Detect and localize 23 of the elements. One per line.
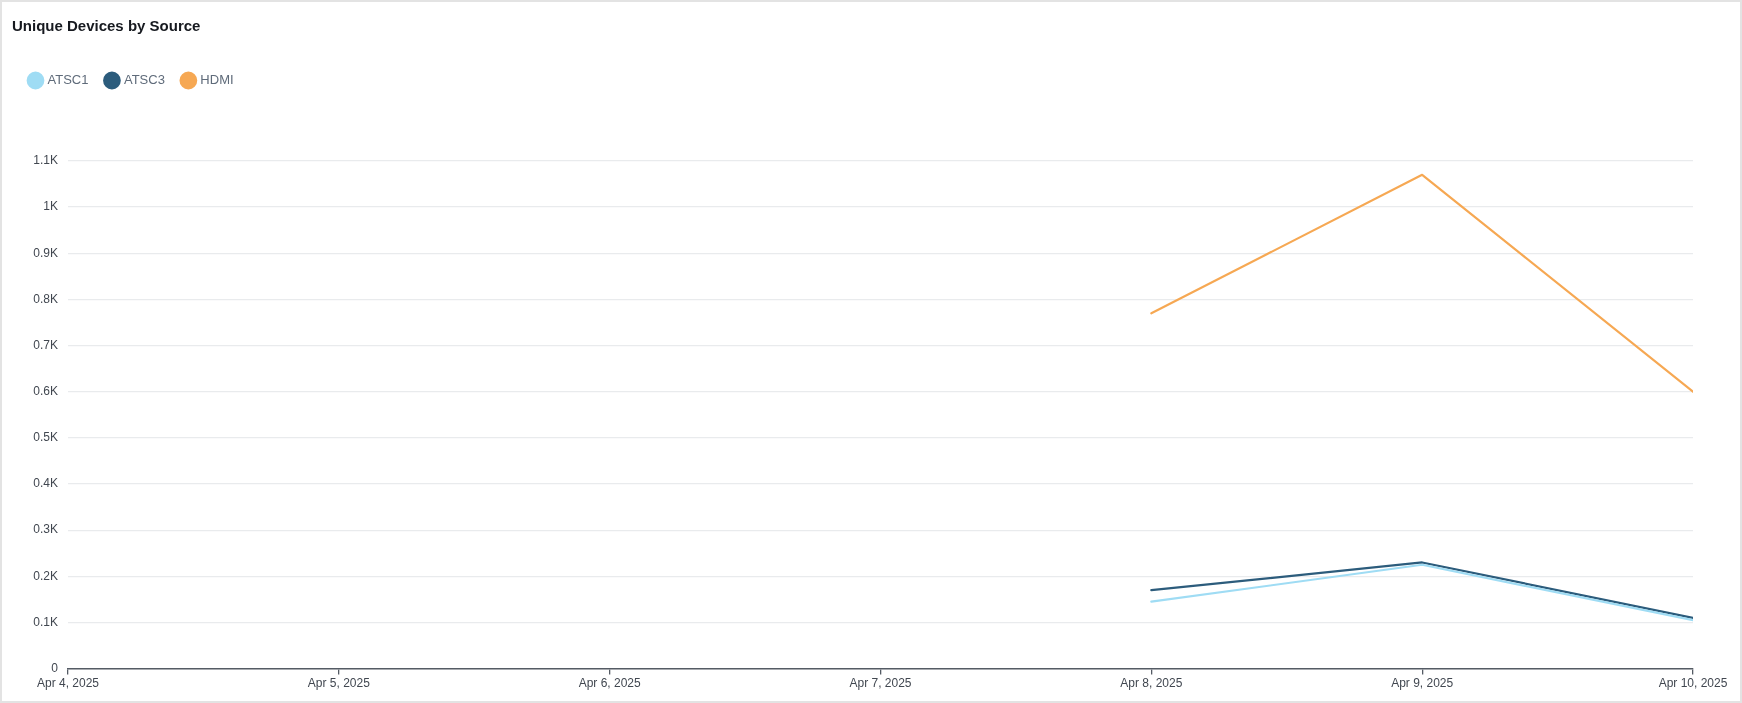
y-tick-label: 0.5K <box>33 430 58 445</box>
legend-label: ATSC1 <box>47 72 89 88</box>
y-tick-label: 0.2K <box>33 568 58 583</box>
y-tick-label: 0.3K <box>33 522 58 537</box>
y-tick-label: 0.8K <box>33 291 58 306</box>
y-tick-label: 0.4K <box>33 476 58 491</box>
x-tick-label: Apr 7, 2025 <box>849 676 912 691</box>
chart-title: Unique Devices by Source <box>12 17 201 35</box>
y-tick-label: 1K <box>43 199 58 214</box>
x-tick-label: Apr 10, 2025 <box>1658 676 1728 691</box>
y-tick-label: 1.1K <box>33 153 58 168</box>
y-tick-label: 0 <box>51 660 59 675</box>
y-tick-label: 0.7K <box>33 337 58 352</box>
x-tick-label: Apr 4, 2025 <box>36 676 100 691</box>
legend-label: ATSC3 <box>123 72 165 88</box>
y-tick-label: 0.9K <box>33 245 58 260</box>
y-tick-label: 0.1K <box>33 614 58 629</box>
x-tick-label: Apr 9, 2025 <box>1391 676 1454 691</box>
x-tick-label: Apr 5, 2025 <box>307 676 371 691</box>
x-tick-label: Apr 8, 2025 <box>1120 676 1183 691</box>
y-tick-label: 0.6K <box>33 384 58 399</box>
legend-label: HDMI <box>200 72 234 88</box>
x-tick-label: Apr 6, 2025 <box>578 676 642 691</box>
